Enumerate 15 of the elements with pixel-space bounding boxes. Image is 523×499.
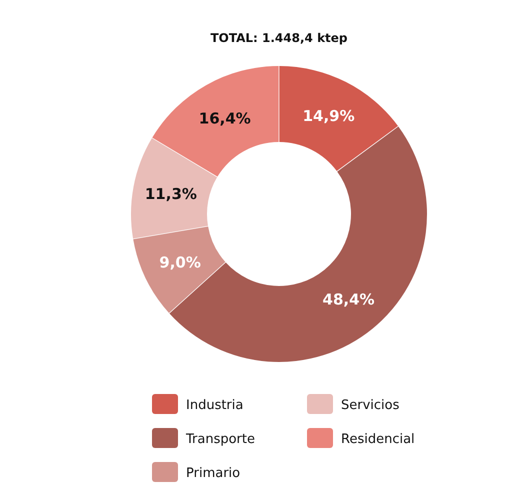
chart-title: TOTAL: 1.448,4 ktep — [210, 31, 348, 45]
legend-label: Primario — [186, 466, 240, 481]
data-label: 11,3% — [144, 184, 197, 203]
donut-slice — [279, 66, 398, 172]
legend-label: Transporte — [185, 432, 255, 447]
legend-label: Servicios — [341, 398, 400, 413]
data-label: 14,9% — [302, 107, 355, 126]
donut-slice — [133, 226, 226, 314]
legend-label: Residencial — [341, 432, 415, 447]
legend-label: Industria — [186, 398, 244, 413]
data-label: 48,4% — [322, 290, 375, 308]
data-label: 9,0% — [159, 253, 201, 272]
donut-slice — [152, 66, 279, 177]
data-label: 16,4% — [198, 110, 251, 128]
donut-slice — [131, 138, 218, 239]
